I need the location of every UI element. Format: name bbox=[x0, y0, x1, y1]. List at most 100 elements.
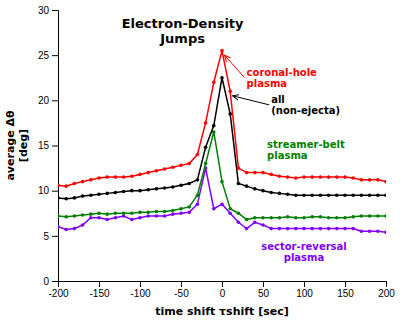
tick: 15 bbox=[38, 140, 58, 151]
point bbox=[237, 211, 241, 215]
point bbox=[335, 193, 339, 197]
series-group bbox=[58, 49, 386, 234]
tick: 20 bbox=[38, 95, 58, 106]
point bbox=[343, 193, 347, 197]
point bbox=[204, 146, 208, 150]
tick: -150 bbox=[89, 281, 109, 299]
point bbox=[163, 214, 167, 218]
point bbox=[294, 193, 298, 197]
point bbox=[368, 178, 372, 182]
annotation-arrow bbox=[224, 55, 244, 78]
point bbox=[105, 212, 109, 216]
point bbox=[105, 218, 109, 222]
tick-label: 0 bbox=[43, 276, 49, 287]
title: Electron-DensityJumps bbox=[122, 16, 244, 46]
series bbox=[58, 76, 386, 201]
point bbox=[146, 188, 150, 192]
point bbox=[187, 162, 191, 166]
point bbox=[351, 176, 355, 180]
point bbox=[343, 227, 347, 231]
text-line: average Δθ bbox=[4, 110, 17, 181]
point bbox=[253, 220, 257, 224]
point bbox=[327, 227, 331, 231]
point bbox=[114, 211, 118, 215]
point bbox=[286, 215, 290, 219]
text-line: coronal-hole bbox=[247, 67, 317, 78]
point bbox=[73, 182, 77, 186]
tick-mark bbox=[52, 100, 58, 101]
point bbox=[310, 193, 314, 197]
tick: -200 bbox=[48, 281, 68, 299]
series bbox=[58, 49, 386, 188]
tick-mark bbox=[140, 281, 141, 287]
point bbox=[360, 230, 364, 234]
point bbox=[196, 193, 200, 197]
point bbox=[179, 183, 183, 187]
point bbox=[58, 225, 60, 229]
text-line: Jumps bbox=[159, 31, 205, 46]
point bbox=[302, 175, 306, 179]
point bbox=[130, 189, 134, 193]
point bbox=[196, 153, 200, 157]
point bbox=[146, 214, 150, 218]
point bbox=[97, 216, 101, 220]
tick-mark bbox=[52, 55, 58, 56]
point bbox=[73, 196, 77, 200]
point bbox=[187, 205, 191, 209]
point bbox=[237, 166, 241, 170]
point bbox=[261, 189, 265, 193]
point bbox=[220, 202, 224, 206]
point bbox=[58, 196, 60, 200]
point bbox=[368, 214, 372, 218]
point bbox=[81, 213, 85, 217]
point bbox=[376, 230, 380, 234]
point bbox=[89, 216, 93, 220]
tick-mark bbox=[52, 10, 58, 11]
annotation: coronal-holeplasma bbox=[247, 67, 317, 90]
tick: -100 bbox=[130, 281, 150, 299]
point bbox=[343, 216, 347, 220]
line bbox=[58, 132, 386, 220]
point bbox=[286, 192, 290, 196]
tick-mark bbox=[52, 191, 58, 192]
text-line: [deg] bbox=[17, 129, 30, 162]
point bbox=[220, 180, 224, 184]
point bbox=[278, 174, 282, 178]
annotations: coronal-holeplasma all(non-ejecta) streame… bbox=[224, 55, 346, 263]
point bbox=[327, 216, 331, 220]
tick-label: 150 bbox=[337, 288, 354, 299]
point bbox=[146, 171, 150, 175]
y-axis: 051015202530 bbox=[38, 5, 59, 287]
point bbox=[261, 216, 265, 220]
point bbox=[278, 227, 282, 231]
point bbox=[89, 178, 93, 182]
point bbox=[384, 180, 386, 184]
axis-line bbox=[52, 11, 59, 282]
tick-label: 5 bbox=[43, 231, 49, 242]
point bbox=[187, 182, 191, 186]
tick: 150 bbox=[337, 281, 354, 299]
tick: 5 bbox=[43, 231, 58, 242]
y-axis-label: average Δθ[deg] bbox=[4, 110, 30, 181]
tick-label: -200 bbox=[48, 288, 68, 299]
tick-mark bbox=[52, 281, 58, 282]
point bbox=[179, 211, 183, 215]
point bbox=[302, 227, 306, 231]
tick-mark bbox=[99, 281, 100, 287]
point bbox=[228, 207, 232, 211]
point bbox=[138, 189, 142, 193]
point bbox=[245, 171, 249, 175]
text-line: streamer-belt bbox=[267, 139, 345, 150]
point bbox=[302, 193, 306, 197]
point bbox=[130, 218, 134, 222]
tick-label: 0 bbox=[220, 288, 226, 299]
annotation: all(non-ejecta) bbox=[271, 94, 340, 117]
point bbox=[155, 169, 159, 173]
point bbox=[335, 175, 339, 179]
point bbox=[253, 187, 257, 191]
point bbox=[171, 212, 175, 216]
point bbox=[319, 227, 323, 231]
point bbox=[212, 124, 216, 128]
point bbox=[114, 191, 118, 195]
point bbox=[228, 90, 232, 94]
